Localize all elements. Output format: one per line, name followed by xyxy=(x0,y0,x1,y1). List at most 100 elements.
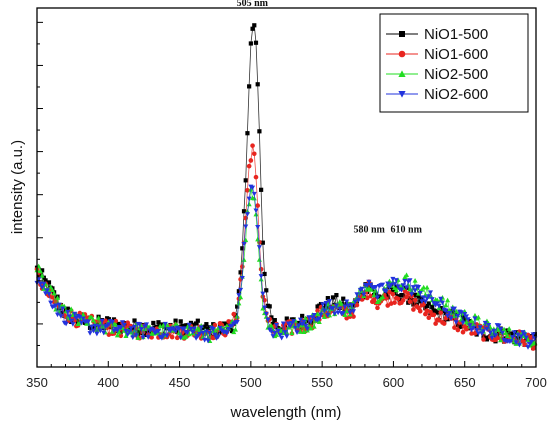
data-point xyxy=(416,284,422,290)
data-point xyxy=(55,312,61,318)
data-point xyxy=(212,332,218,338)
data-point xyxy=(344,299,350,305)
data-point xyxy=(236,300,242,306)
data-point xyxy=(63,321,69,327)
data-point xyxy=(525,345,531,350)
data-point xyxy=(327,299,333,304)
data-point xyxy=(46,280,52,285)
data-point xyxy=(304,326,310,332)
data-point xyxy=(264,288,269,293)
data-point xyxy=(49,287,55,292)
data-point xyxy=(143,322,150,328)
data-point xyxy=(342,308,348,313)
data-point xyxy=(395,294,401,299)
x-tick-label: 600 xyxy=(383,375,405,390)
data-point xyxy=(418,299,423,304)
data-point xyxy=(251,195,257,201)
data-point xyxy=(412,297,418,303)
data-point xyxy=(247,84,252,89)
x-tick-label: 400 xyxy=(97,375,119,390)
data-point xyxy=(279,335,285,341)
data-point xyxy=(239,264,245,269)
data-point xyxy=(128,326,134,331)
data-point xyxy=(173,318,178,323)
data-point xyxy=(452,325,457,330)
data-point xyxy=(383,296,389,301)
data-point xyxy=(390,276,396,282)
data-point xyxy=(39,285,45,290)
data-point xyxy=(409,297,414,303)
data-point xyxy=(236,289,241,294)
data-point xyxy=(238,287,244,293)
data-point xyxy=(323,300,329,306)
data-point xyxy=(383,289,389,294)
data-point xyxy=(149,335,154,340)
data-point xyxy=(51,290,57,296)
data-point xyxy=(212,322,218,328)
data-point xyxy=(162,321,168,327)
legend-label: NiO1-500 xyxy=(424,26,488,43)
data-point xyxy=(140,335,146,341)
legend-marker xyxy=(398,70,406,77)
data-point xyxy=(419,299,425,304)
data-point xyxy=(455,313,461,319)
data-point xyxy=(409,292,415,297)
data-point xyxy=(398,288,404,293)
data-point xyxy=(241,209,247,214)
legend-marker xyxy=(398,91,406,98)
data-point xyxy=(392,300,397,305)
data-point xyxy=(301,319,307,325)
data-point xyxy=(90,317,96,323)
data-point xyxy=(224,331,230,336)
data-point xyxy=(36,273,41,278)
data-point xyxy=(530,332,536,337)
data-point xyxy=(332,311,338,317)
data-point xyxy=(43,278,48,283)
data-point xyxy=(241,241,247,247)
data-point xyxy=(522,332,528,337)
data-point xyxy=(395,284,401,289)
data-point xyxy=(186,322,192,328)
data-point xyxy=(318,301,324,307)
x-tick-label: 650 xyxy=(454,375,476,390)
data-point xyxy=(308,319,314,325)
data-point xyxy=(359,286,365,292)
peak-annotation: 505 nm xyxy=(237,0,269,9)
data-point xyxy=(433,321,438,326)
data-point xyxy=(446,311,452,316)
data-point xyxy=(207,330,213,336)
data-point xyxy=(126,329,132,335)
data-point xyxy=(80,316,86,322)
data-point xyxy=(262,305,268,311)
data-point xyxy=(157,323,163,329)
data-point xyxy=(411,307,416,312)
data-point xyxy=(459,324,464,329)
data-point xyxy=(130,335,136,340)
data-point xyxy=(251,151,257,157)
data-point xyxy=(470,325,476,331)
data-point xyxy=(421,301,426,307)
data-point xyxy=(272,330,278,336)
data-point xyxy=(404,285,410,291)
x-tick-label: 450 xyxy=(169,375,191,390)
data-point xyxy=(138,323,144,328)
data-point xyxy=(117,321,122,327)
data-point xyxy=(238,294,244,300)
data-point xyxy=(101,330,107,336)
data-point xyxy=(121,322,127,328)
data-point xyxy=(229,328,235,334)
data-point xyxy=(185,330,191,335)
data-point xyxy=(429,297,435,302)
data-point xyxy=(285,321,292,327)
data-point xyxy=(43,291,49,297)
data-point xyxy=(198,325,204,330)
data-point xyxy=(472,312,478,318)
data-point xyxy=(243,178,248,183)
data-point xyxy=(240,246,245,251)
data-point xyxy=(48,300,54,306)
data-point xyxy=(451,306,457,312)
data-point xyxy=(243,224,249,230)
plot-frame xyxy=(36,7,537,368)
data-point xyxy=(330,295,336,300)
data-point xyxy=(385,281,391,287)
